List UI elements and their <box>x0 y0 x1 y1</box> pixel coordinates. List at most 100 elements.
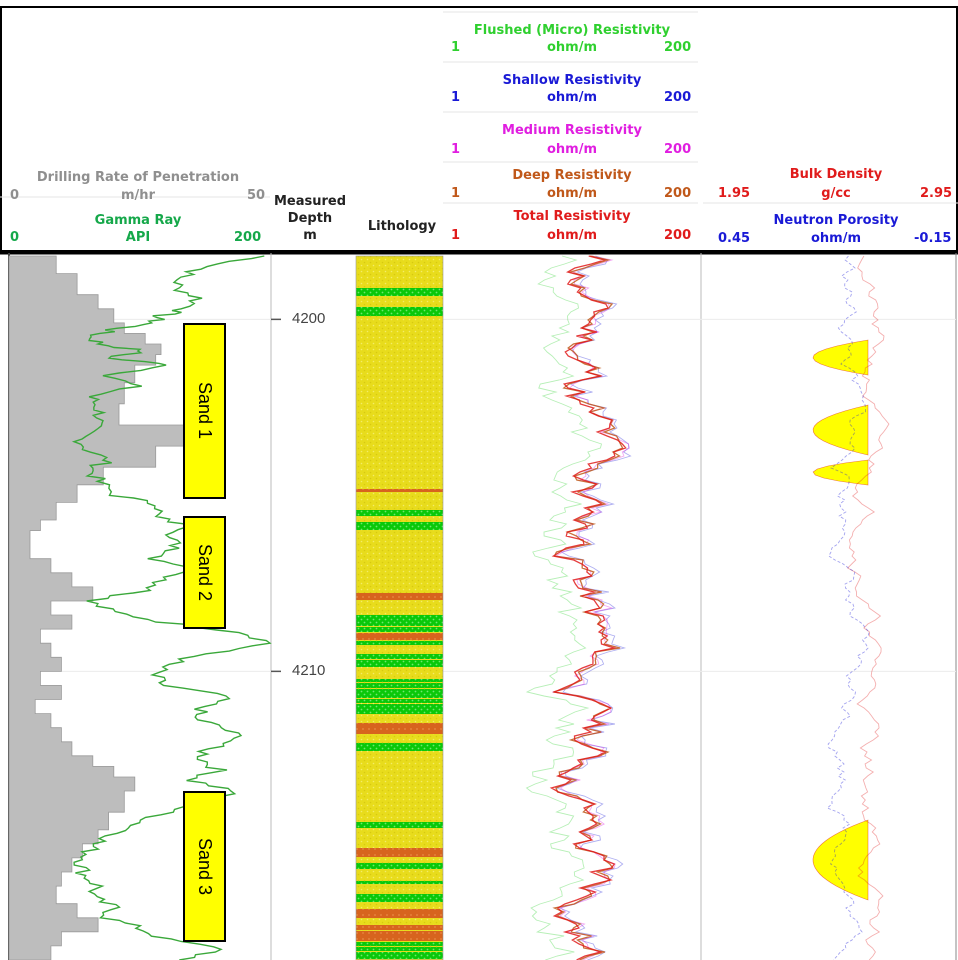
lithology-band <box>356 704 443 714</box>
lithology-band <box>356 909 443 918</box>
rop-track <box>8 255 209 960</box>
depth-label-line1: Measured <box>273 194 347 209</box>
lithology-band <box>356 510 443 516</box>
depth-tick-label: 4210 <box>292 662 326 680</box>
gamma-unit: API <box>125 230 151 245</box>
total-min: 1 <box>451 228 461 243</box>
flushed-unit: ohm/m <box>546 40 598 55</box>
lithology-band <box>356 947 443 951</box>
lithology-band <box>356 660 443 667</box>
flushed-resistivity-line <box>525 255 603 960</box>
shallow-resistivity-line <box>555 255 632 960</box>
lithology-band <box>356 689 443 698</box>
density-min: 1.95 <box>718 186 751 201</box>
deep-unit: ohm/m <box>546 186 598 201</box>
lithology-band <box>356 881 443 884</box>
gamma-min: 0 <box>10 230 20 245</box>
resistivity-track <box>525 255 632 960</box>
shallow-max: 200 <box>664 90 692 105</box>
lithology-band <box>356 699 443 703</box>
lithology-label: Lithology <box>367 219 437 234</box>
depth-tick-label: 4200 <box>292 310 326 328</box>
lithology-band <box>356 723 443 734</box>
lithology-band <box>356 931 443 941</box>
header-frame <box>0 6 958 252</box>
density-neutron-track <box>812 255 890 960</box>
density-unit: g/cc <box>821 186 851 201</box>
lithology-band <box>356 952 443 959</box>
lithology-band <box>356 633 443 640</box>
lithology-band <box>356 522 443 530</box>
density-title: Bulk Density <box>789 167 883 182</box>
lithology-band <box>356 641 443 645</box>
density-max: 2.95 <box>920 186 953 201</box>
deep-min: 1 <box>451 186 461 201</box>
sand-label: Sand 3 <box>195 838 215 896</box>
crossover-fill <box>812 459 869 486</box>
lithology-band <box>356 489 443 492</box>
shallow-unit: ohm/m <box>546 90 598 105</box>
lithology-band <box>356 894 443 902</box>
depth-label-line2: Depth <box>287 211 333 226</box>
neutron-unit: ohm/m <box>810 231 862 246</box>
crossover-fill <box>812 404 869 456</box>
gamma-ray-track <box>71 255 272 960</box>
sand-annotation: Sand 2 <box>183 516 226 630</box>
gamma-ray-line <box>71 255 272 960</box>
sand-annotation: Sand 1 <box>183 322 226 499</box>
total-max: 200 <box>664 228 692 243</box>
depth-unit: m <box>303 228 317 243</box>
lithology-band <box>356 942 443 946</box>
medium-min: 1 <box>451 142 461 157</box>
lithology-band <box>356 679 443 682</box>
track-area <box>1 253 957 960</box>
rop-area <box>8 255 209 960</box>
lithology-band <box>356 288 443 296</box>
total-resistivity-line <box>549 255 627 960</box>
deep-title: Deep Resistivity <box>512 168 632 183</box>
rop-min: 0 <box>10 188 20 203</box>
lithology-band <box>356 822 443 828</box>
total-title: Total Resistivity <box>513 209 631 224</box>
sand-annotation: Sand 3 <box>183 791 226 943</box>
sand-label: Sand 2 <box>195 544 215 602</box>
medium-unit: ohm/m <box>546 142 598 157</box>
sand-label: Sand 1 <box>195 382 215 440</box>
medium-max: 200 <box>664 142 692 157</box>
neutron-min: 0.45 <box>718 231 751 246</box>
total-unit: ohm/m <box>546 228 598 243</box>
lithology-band <box>356 615 443 626</box>
crossover-fill <box>812 819 869 901</box>
lithology-column <box>355 255 444 960</box>
flushed-min: 1 <box>451 40 461 55</box>
flushed-title: Flushed (Micro) Resistivity <box>473 23 671 38</box>
rop-unit: m/hr <box>121 188 155 203</box>
rop-max: 50 <box>247 188 266 203</box>
lithology-band <box>356 848 443 857</box>
rop-title: Drilling Rate of Penetration <box>36 170 240 185</box>
lithology-band <box>356 627 443 632</box>
neutron-max: -0.15 <box>914 231 952 246</box>
shallow-title: Shallow Resistivity <box>502 73 642 88</box>
gamma-max: 200 <box>234 230 262 245</box>
gamma-title: Gamma Ray <box>94 213 182 228</box>
lithology-sand <box>356 256 443 960</box>
lithology-band <box>356 743 443 751</box>
crossover-fill <box>812 339 869 376</box>
bulk-density-line <box>846 255 890 960</box>
neutron-title: Neutron Porosity <box>773 213 899 228</box>
lithology-border <box>355 255 444 960</box>
lithology-band <box>356 593 443 600</box>
deep-max: 200 <box>664 186 692 201</box>
lithology-band <box>356 654 443 659</box>
flushed-max: 200 <box>664 40 692 55</box>
medium-title: Medium Resistivity <box>502 123 642 138</box>
lithology-band <box>356 863 443 869</box>
depth-ticks <box>271 318 281 673</box>
lithology-band <box>356 683 443 688</box>
lithology-band <box>356 925 443 930</box>
shallow-min: 1 <box>451 90 461 105</box>
lithology-band <box>356 307 443 316</box>
